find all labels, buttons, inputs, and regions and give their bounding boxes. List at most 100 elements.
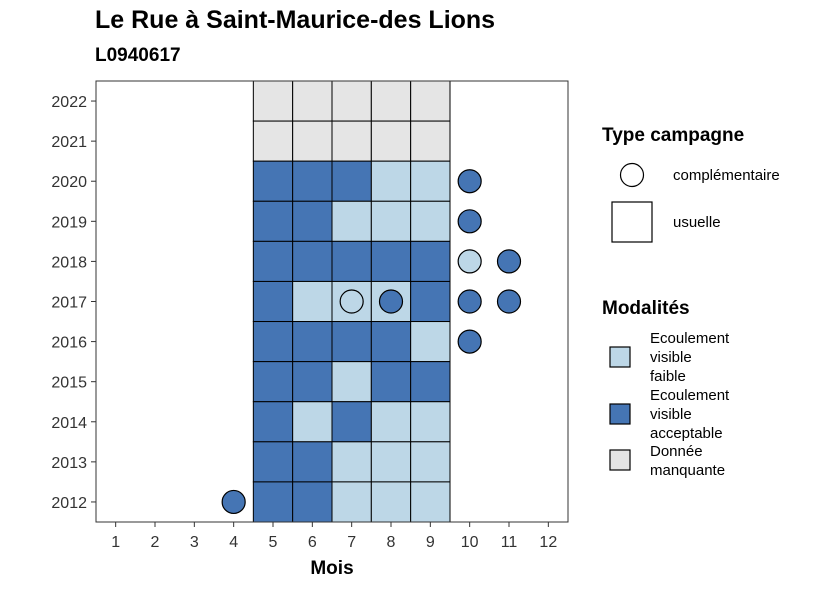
tile-2012-7 (331, 481, 372, 523)
x-tick-label-2: 2 (151, 534, 160, 551)
tile-2021-7 (331, 120, 372, 162)
tile-2015-7 (331, 361, 372, 403)
x-tick-label-10: 10 (461, 534, 479, 551)
tile-2013-5 (252, 441, 294, 483)
tile-2021-9 (410, 120, 451, 162)
chart-subtitle: L0940617 (95, 45, 181, 66)
tile-2013-9 (410, 441, 451, 483)
tile-2020-6 (292, 160, 333, 202)
legend-modalites-label-0-1: visible (650, 349, 692, 366)
tile-2014-9 (410, 401, 451, 443)
x-tick-label-6: 6 (308, 534, 317, 551)
tile-2014-8 (370, 401, 412, 443)
point-2016-10 (457, 329, 482, 354)
tile-2018-5 (252, 240, 294, 282)
tile-2018-8 (370, 240, 412, 282)
x-tick-label-1: 1 (111, 534, 120, 551)
legend-modalites-label-2-1: manquante (650, 462, 725, 479)
tile-2021-5 (252, 120, 294, 162)
tile-2013-7 (331, 441, 372, 483)
legend-type-label-1: usuelle (673, 214, 721, 231)
tile-2012-6 (292, 481, 333, 523)
tile-2019-5 (252, 200, 294, 242)
y-tick-label-2016: 2016 (51, 335, 87, 352)
legend-modalites-label-1-2: acceptable (650, 425, 723, 442)
y-tick-label-2022: 2022 (51, 94, 87, 111)
legend-modalites-label-2-0: Donnée (650, 443, 703, 460)
tile-2014-5 (252, 401, 294, 443)
legend-modalites-label-1-0: Ecoulement (650, 387, 730, 404)
x-tick-label-9: 9 (426, 534, 435, 551)
x-tick-label-8: 8 (387, 534, 396, 551)
point-2017-8 (378, 289, 404, 314)
tile-2015-6 (292, 361, 333, 403)
legend-type-label-0: complémentaire (673, 167, 780, 184)
y-tick-label-2017: 2017 (51, 295, 87, 312)
tile-2017-9 (410, 280, 451, 323)
tile-2014-7 (331, 401, 372, 443)
tile-2022-5 (252, 80, 294, 122)
point-2020-10 (457, 169, 482, 194)
y-tick-label-2014: 2014 (51, 415, 87, 432)
point-2019-10 (457, 209, 482, 234)
legend-type-key-square (611, 201, 653, 243)
tile-2017-5 (252, 280, 294, 323)
tile-2020-7 (331, 160, 372, 202)
point-2012-4 (221, 489, 246, 515)
y-tick-label-2012: 2012 (51, 495, 87, 512)
tile-2016-8 (370, 321, 412, 363)
point-2018-11 (496, 249, 522, 274)
legend-modalites-key-0 (609, 346, 631, 368)
tile-2021-8 (370, 120, 412, 162)
tile-2013-6 (292, 441, 333, 483)
legend-modalites-label-1-1: visible (650, 406, 692, 423)
x-axis-title: Mois (310, 558, 353, 579)
chart-title: Le Rue à Saint-Maurice-des Lions (95, 6, 496, 34)
x-tick-label-12: 12 (539, 534, 557, 551)
point-2017-10 (457, 289, 482, 314)
x-tick-label-4: 4 (229, 534, 238, 551)
y-tick-label-2018: 2018 (51, 254, 87, 271)
tile-2022-8 (370, 80, 412, 122)
legend-modalites-title: Modalités (602, 298, 690, 319)
tile-2020-9 (410, 160, 451, 202)
tile-2015-9 (410, 361, 451, 403)
tile-2018-9 (410, 240, 451, 282)
tile-2019-6 (292, 200, 333, 242)
tile-2022-9 (410, 80, 451, 122)
tile-2019-7 (331, 200, 372, 242)
tile-2015-8 (370, 361, 412, 403)
y-tick-label-2013: 2013 (51, 455, 87, 472)
legend-modalites-key-1 (609, 403, 631, 425)
tile-2018-7 (331, 240, 372, 282)
tile-2016-5 (252, 321, 294, 363)
tile-2022-7 (331, 80, 372, 122)
tile-2015-5 (252, 361, 294, 403)
y-tick-label-2020: 2020 (51, 174, 87, 191)
point-2018-10 (457, 249, 482, 274)
x-tick-label-3: 3 (190, 534, 199, 551)
tile-2016-9 (410, 321, 451, 363)
point-2017-7 (339, 289, 364, 314)
legend-type-key-circle (619, 162, 645, 188)
tile-2022-6 (292, 80, 333, 122)
tile-2012-9 (410, 481, 451, 523)
point-2017-11 (496, 289, 522, 314)
tile-2016-7 (331, 321, 372, 363)
tile-2019-9 (410, 200, 451, 242)
tile-2018-6 (292, 240, 333, 282)
tile-2016-6 (292, 321, 333, 363)
tile-2020-5 (252, 160, 294, 202)
x-tick-label-11: 11 (501, 534, 518, 551)
y-tick-label-2015: 2015 (51, 375, 87, 392)
y-tick-label-2021: 2021 (51, 134, 87, 151)
tile-2014-6 (292, 401, 333, 443)
x-tick-label-7: 7 (347, 534, 356, 551)
tile-2020-8 (370, 160, 412, 202)
tile-2021-6 (292, 120, 333, 162)
tile-2013-8 (370, 441, 412, 483)
legend-modalites-key-2 (609, 449, 631, 471)
legend-type-title: Type campagne (602, 125, 744, 146)
legend-modalites-label-0-2: faible (650, 368, 686, 385)
